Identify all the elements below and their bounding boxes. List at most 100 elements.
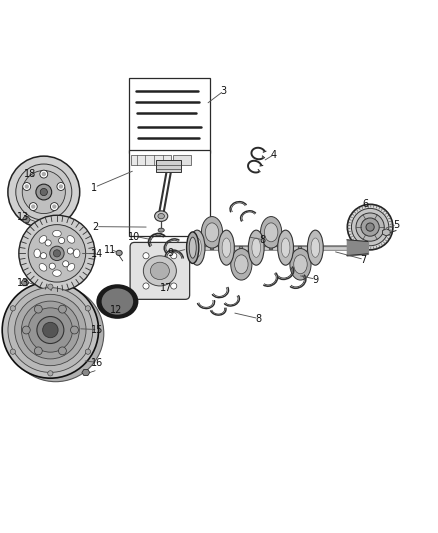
Circle shape: [57, 182, 65, 190]
Circle shape: [40, 170, 48, 178]
Ellipse shape: [281, 238, 290, 257]
Ellipse shape: [39, 236, 47, 243]
Ellipse shape: [265, 223, 278, 242]
Circle shape: [50, 203, 58, 211]
Circle shape: [63, 261, 69, 267]
Circle shape: [59, 238, 65, 244]
Polygon shape: [382, 229, 390, 236]
Ellipse shape: [219, 230, 234, 265]
Text: 15: 15: [91, 325, 103, 335]
Circle shape: [16, 164, 72, 220]
Circle shape: [67, 248, 74, 254]
Circle shape: [42, 172, 46, 176]
Ellipse shape: [311, 238, 320, 257]
Circle shape: [35, 305, 42, 313]
Ellipse shape: [2, 282, 99, 378]
Ellipse shape: [39, 263, 47, 271]
Ellipse shape: [158, 214, 164, 219]
Ellipse shape: [102, 288, 133, 314]
Bar: [129, 78, 210, 152]
Text: 13: 13: [17, 278, 29, 288]
Ellipse shape: [34, 249, 40, 257]
Circle shape: [85, 306, 91, 311]
Ellipse shape: [307, 230, 323, 265]
Ellipse shape: [158, 228, 164, 232]
Circle shape: [50, 246, 64, 261]
Ellipse shape: [187, 232, 199, 263]
Text: 13: 13: [17, 213, 29, 222]
Circle shape: [85, 349, 91, 354]
Ellipse shape: [96, 284, 138, 319]
Ellipse shape: [235, 255, 248, 274]
Circle shape: [59, 184, 63, 189]
FancyBboxPatch shape: [130, 243, 190, 300]
Circle shape: [36, 184, 52, 200]
Bar: [173, 155, 191, 165]
Circle shape: [71, 326, 78, 334]
Ellipse shape: [150, 262, 170, 279]
Ellipse shape: [278, 230, 293, 265]
Circle shape: [143, 253, 149, 259]
Text: 6: 6: [363, 199, 369, 209]
Circle shape: [52, 204, 57, 209]
Circle shape: [366, 223, 374, 231]
Ellipse shape: [222, 238, 231, 257]
Ellipse shape: [155, 211, 168, 221]
Ellipse shape: [193, 238, 201, 257]
Circle shape: [8, 288, 93, 373]
Ellipse shape: [189, 237, 196, 258]
Text: 16: 16: [91, 358, 103, 368]
Text: 18: 18: [24, 168, 36, 179]
Circle shape: [347, 204, 393, 250]
Text: 3: 3: [220, 86, 226, 96]
Circle shape: [8, 156, 80, 228]
Text: 14: 14: [91, 249, 103, 259]
Text: 1: 1: [91, 183, 97, 192]
Circle shape: [171, 283, 177, 289]
Circle shape: [22, 326, 30, 334]
Text: 11: 11: [104, 245, 117, 255]
Ellipse shape: [116, 251, 122, 255]
Text: 2: 2: [92, 222, 99, 232]
Bar: [156, 160, 181, 172]
Circle shape: [31, 204, 35, 209]
Ellipse shape: [201, 216, 223, 248]
Text: 10: 10: [128, 232, 141, 242]
Ellipse shape: [74, 249, 80, 257]
Circle shape: [59, 347, 67, 355]
Text: 8: 8: [260, 235, 266, 245]
Text: 5: 5: [393, 220, 399, 230]
Text: 9: 9: [168, 248, 174, 259]
Circle shape: [49, 263, 55, 269]
Circle shape: [19, 215, 95, 292]
Circle shape: [10, 306, 15, 311]
Ellipse shape: [53, 230, 61, 237]
Circle shape: [59, 305, 67, 313]
Text: 4: 4: [271, 150, 277, 160]
Circle shape: [40, 189, 47, 196]
Text: 7: 7: [360, 255, 367, 265]
Circle shape: [356, 213, 384, 241]
Circle shape: [29, 203, 37, 211]
Circle shape: [37, 317, 64, 343]
Circle shape: [22, 171, 65, 214]
Circle shape: [25, 184, 29, 189]
Circle shape: [42, 322, 58, 338]
Circle shape: [23, 182, 31, 190]
Bar: [131, 155, 171, 165]
Circle shape: [361, 218, 379, 236]
Circle shape: [28, 224, 86, 282]
Ellipse shape: [248, 230, 264, 265]
Polygon shape: [22, 216, 30, 223]
Circle shape: [21, 301, 79, 359]
Text: 9: 9: [312, 274, 318, 285]
Circle shape: [48, 371, 53, 376]
Bar: [129, 150, 210, 236]
Text: 17: 17: [160, 282, 173, 293]
Circle shape: [40, 253, 46, 259]
Ellipse shape: [67, 236, 75, 243]
Circle shape: [15, 294, 86, 366]
Text: 12: 12: [110, 305, 122, 316]
Circle shape: [171, 253, 177, 259]
Text: 8: 8: [255, 314, 261, 324]
